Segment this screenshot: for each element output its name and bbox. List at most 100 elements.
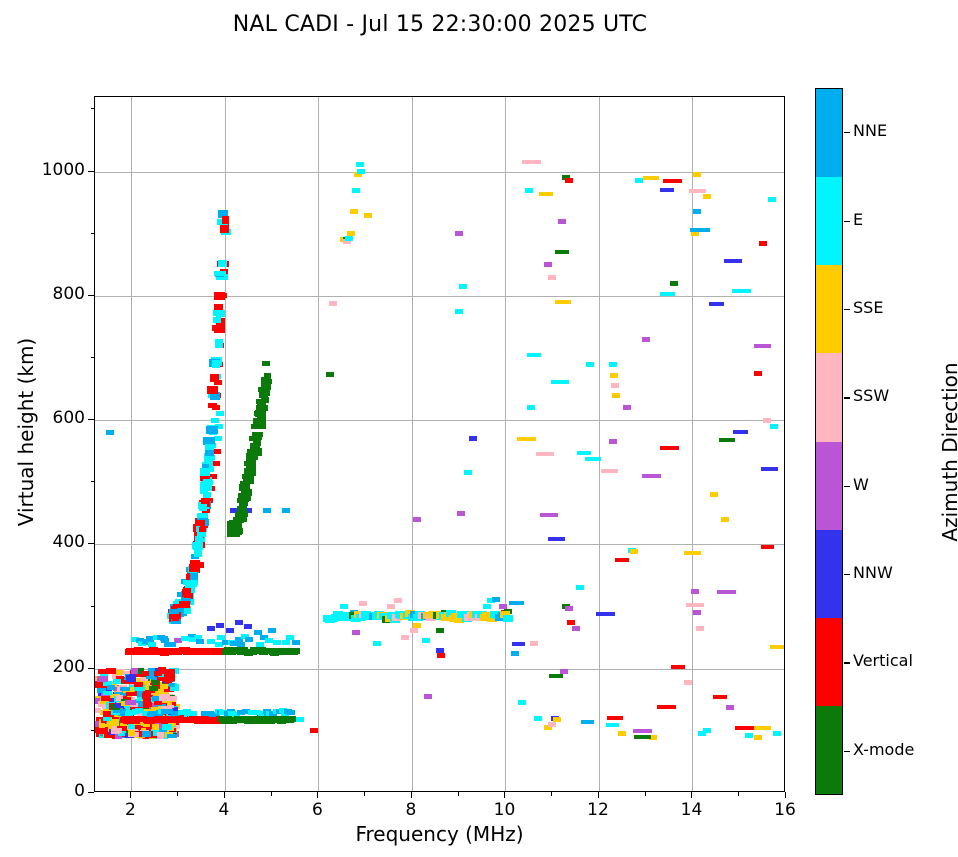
data-point: [669, 280, 678, 286]
data-point: [767, 197, 776, 203]
data-point: [410, 627, 419, 633]
data-point: [157, 712, 169, 718]
data-point: [436, 627, 445, 633]
data-point: [372, 641, 381, 647]
data-point: [214, 271, 226, 277]
data-point: [125, 675, 136, 682]
data-point: [191, 541, 204, 549]
data-point: [149, 711, 158, 717]
data-point: [326, 372, 335, 378]
data-point: [167, 733, 177, 738]
data-point: [454, 308, 463, 314]
data-point: [257, 711, 266, 717]
data-point: [247, 465, 255, 471]
data-point: [239, 501, 248, 509]
data-point: [136, 694, 144, 700]
data-point: [117, 726, 127, 731]
data-point: [174, 638, 183, 644]
data-point: [130, 636, 139, 642]
data-point: [213, 310, 225, 316]
data-point: [248, 710, 257, 716]
data-point: [351, 187, 360, 193]
colorbar-segment-x-mode[interactable]: [816, 705, 842, 794]
data-point: [436, 652, 445, 658]
data-point: [172, 711, 181, 717]
plot-area[interactable]: [94, 96, 785, 792]
data-point: [147, 688, 158, 693]
data-point: [135, 708, 144, 714]
data-point: [287, 710, 296, 716]
data-point: [213, 303, 223, 310]
colorbar-segment-ssw[interactable]: [816, 353, 842, 442]
data-point: [207, 638, 216, 644]
data-point: [170, 706, 179, 713]
data-point: [690, 588, 699, 594]
data-point: [281, 507, 290, 513]
data-point: [549, 673, 564, 678]
data-point: [136, 712, 144, 717]
data-point: [113, 684, 120, 691]
x-axis-tick-minor: [644, 792, 646, 796]
data-point: [260, 396, 270, 404]
data-point: [386, 604, 395, 610]
data-point: [708, 302, 724, 307]
data-point: [161, 723, 173, 730]
data-point: [272, 640, 281, 646]
data-point: [197, 528, 206, 538]
data-point: [685, 603, 704, 608]
x-axis-tick: [410, 792, 412, 798]
data-point: [454, 231, 463, 237]
gridline-vertical: [224, 97, 226, 791]
y-axis-tick-label: 400: [52, 532, 85, 553]
data-point: [188, 637, 197, 643]
data-point: [99, 729, 108, 735]
data-point: [122, 724, 132, 731]
data-point: [213, 436, 222, 442]
data-point: [641, 336, 650, 342]
colorbar-label-ssw: SSW: [853, 386, 890, 406]
data-point: [213, 380, 222, 386]
data-point: [168, 683, 176, 688]
y-axis-tick-label: 200: [52, 656, 85, 677]
colorbar-segment-sse[interactable]: [816, 265, 842, 354]
x-axis-tick: [785, 792, 786, 798]
data-point: [577, 450, 592, 455]
data-point: [262, 360, 271, 367]
data-point: [761, 467, 778, 472]
data-point: [222, 640, 231, 646]
data-point: [124, 700, 136, 706]
data-point: [241, 709, 250, 715]
colorbar-segment-nne[interactable]: [816, 89, 842, 178]
x-axis-tick: [223, 792, 225, 798]
data-point: [690, 231, 699, 237]
data-point: [212, 448, 221, 454]
colorbar-tick: [844, 220, 850, 222]
colorbar-segment-w[interactable]: [816, 441, 842, 530]
colorbar[interactable]: [815, 88, 843, 795]
data-point: [142, 689, 152, 695]
x-axis-tick: [597, 792, 599, 798]
data-point: [211, 461, 220, 467]
data-point: [177, 709, 186, 715]
data-point: [659, 445, 680, 450]
data-point: [134, 721, 141, 729]
y-axis-tick: [88, 792, 94, 793]
data-point: [205, 426, 218, 434]
data-point: [702, 193, 711, 199]
data-point: [609, 372, 618, 378]
data-point: [285, 634, 294, 640]
data-point: [232, 519, 240, 526]
data-point: [548, 274, 557, 280]
data-point: [543, 725, 552, 731]
data-point: [256, 399, 265, 404]
data-point: [246, 448, 255, 454]
data-point: [412, 517, 421, 523]
data-point: [660, 291, 676, 296]
colorbar-segment-e[interactable]: [816, 177, 842, 266]
colorbar-segment-vertical[interactable]: [816, 617, 842, 706]
colorbar-segment-nnw[interactable]: [816, 529, 842, 618]
data-point: [150, 729, 158, 737]
data-point: [241, 634, 250, 640]
data-point: [127, 722, 138, 729]
data-point: [772, 731, 781, 737]
